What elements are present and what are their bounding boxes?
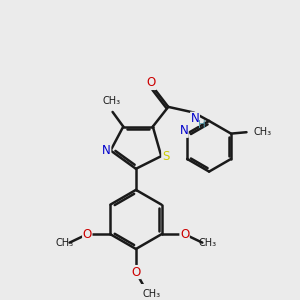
Text: N: N — [190, 112, 200, 125]
Text: H: H — [198, 120, 206, 130]
Text: N: N — [179, 124, 188, 137]
Text: CH₃: CH₃ — [254, 127, 272, 137]
Text: CH₃: CH₃ — [102, 96, 120, 106]
Text: CH₃: CH₃ — [198, 238, 216, 248]
Text: S: S — [162, 150, 169, 163]
Text: O: O — [147, 76, 156, 89]
Text: N: N — [102, 144, 111, 157]
Text: CH₃: CH₃ — [56, 238, 74, 248]
Text: O: O — [180, 228, 189, 241]
Text: O: O — [83, 228, 92, 241]
Text: O: O — [131, 266, 141, 278]
Text: CH₃: CH₃ — [142, 289, 160, 299]
